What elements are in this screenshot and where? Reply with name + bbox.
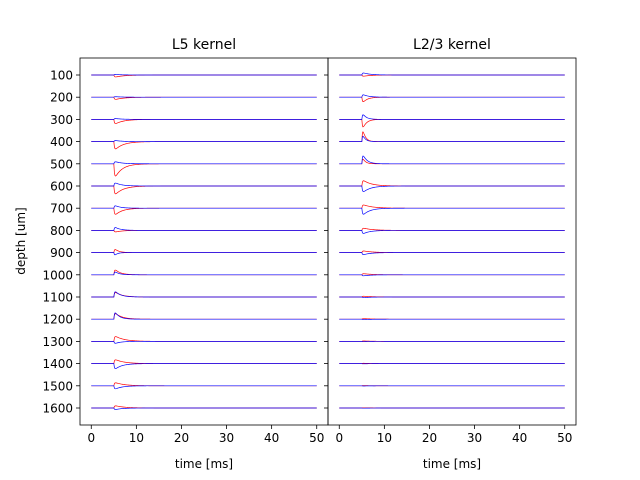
x-tick-label: 30 (219, 431, 234, 445)
trace-line (339, 155, 565, 165)
trace-line (91, 161, 317, 165)
x-tick-label: 10 (129, 431, 144, 445)
trace-line (91, 271, 317, 276)
trace-line (339, 135, 565, 142)
y-tick-label: 900 (50, 246, 73, 260)
trace-line (91, 74, 317, 76)
trace-line (91, 363, 317, 369)
y-tick-label: 500 (50, 157, 73, 171)
trace-line (91, 385, 317, 390)
trace-line (91, 118, 317, 120)
trace-line (91, 407, 317, 410)
trace-line (91, 252, 317, 256)
trace-line (339, 296, 565, 298)
y-tick-label: 300 (50, 113, 73, 127)
trace-line (339, 252, 565, 255)
y-tick-label: 1500 (42, 379, 73, 393)
trace-line (339, 94, 565, 98)
y-tick-label: 100 (50, 69, 73, 83)
trace-line (91, 291, 317, 298)
trace-line (339, 207, 565, 215)
trace-line (91, 182, 317, 187)
panel-title: L5 kernel (172, 37, 236, 53)
x-tick-label: 40 (264, 431, 279, 445)
y-tick-label: 700 (50, 202, 73, 216)
trace-line (339, 72, 565, 76)
y-tick-label: 1000 (42, 268, 73, 282)
y-tick-label: 1600 (42, 402, 73, 416)
y-tick-label: 1300 (42, 335, 73, 349)
y-tick-label: 1400 (42, 357, 73, 371)
trace-line (339, 185, 565, 192)
y-tick-label: 600 (50, 180, 73, 194)
trace-line (91, 96, 317, 98)
x-tick-label: 50 (557, 431, 572, 445)
l23-kernel-panel: L2/3 kernel time [ms] 0 10 20 30 40 50 (324, 37, 577, 471)
x-tick-label: 40 (512, 431, 527, 445)
trace-line (91, 227, 317, 231)
y-tick-label: 400 (50, 135, 73, 149)
x-tick-label: 0 (87, 431, 95, 445)
x-tick-label: 20 (422, 431, 437, 445)
x-tick-label: 20 (174, 431, 189, 445)
x-tick-label: 50 (309, 431, 324, 445)
y-tick-label: 1100 (42, 291, 73, 305)
trace-line (91, 312, 317, 320)
series-1-traces (91, 74, 317, 410)
trace-line (339, 274, 565, 277)
x-tick-label: 10 (377, 431, 392, 445)
trace-line (91, 205, 317, 209)
panel-title: L2/3 kernel (413, 37, 491, 53)
trace-line (91, 140, 317, 142)
l5-kernel-panel: L5 kernel time [ms] depth [um] 0 10 20 30 40… (14, 37, 329, 471)
x-tick-label: 30 (467, 431, 482, 445)
y-tick-label: 200 (50, 91, 73, 105)
series-1-traces (339, 72, 565, 409)
axes-frame (327, 57, 577, 426)
x-tick-label: 0 (335, 431, 343, 445)
y-tick-label: 1200 (42, 313, 73, 327)
y-axis-label: depth [um] (14, 207, 28, 274)
trace-line (91, 341, 317, 344)
trace-line (339, 114, 565, 120)
y-tick-label: 800 (50, 224, 73, 238)
x-axis-label: time [ms] (423, 457, 481, 471)
trace-line (339, 230, 565, 234)
x-axis-label: time [ms] (175, 457, 233, 471)
